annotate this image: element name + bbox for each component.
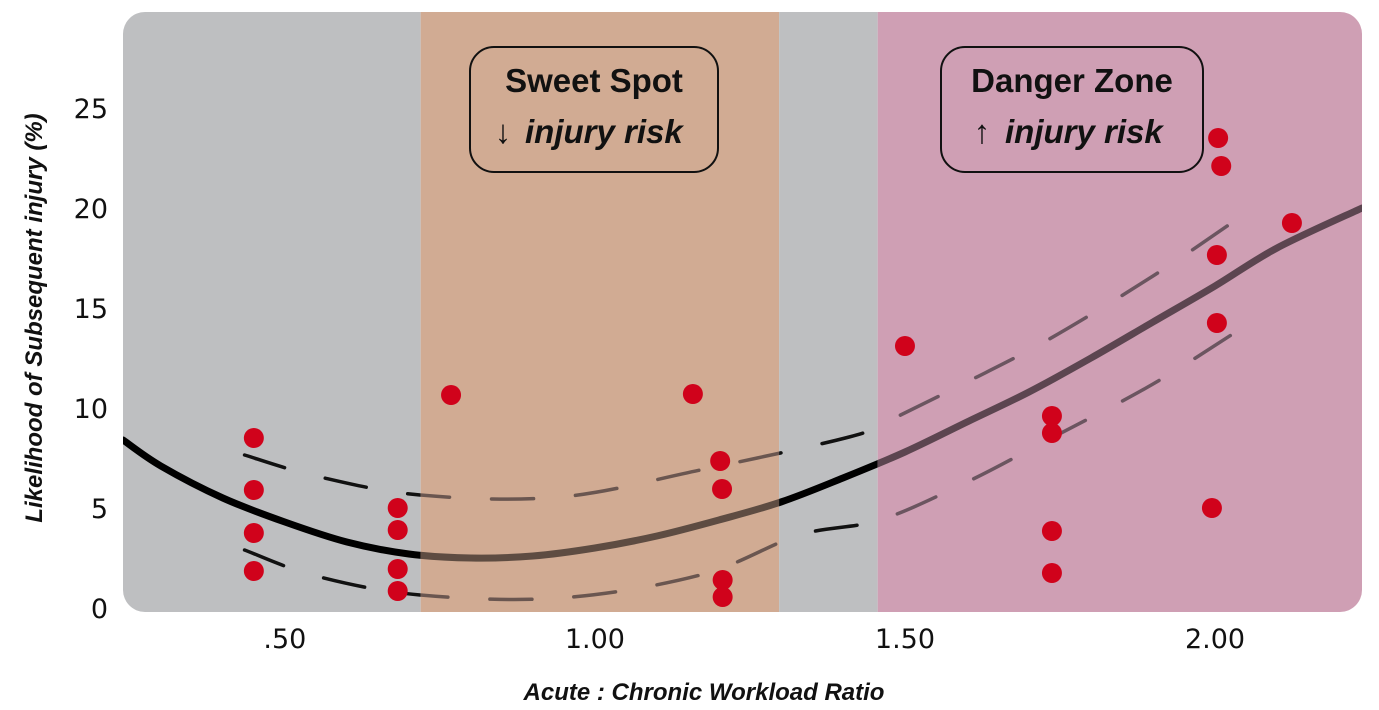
data-point: [243, 523, 264, 543]
y-tick-label: 5: [91, 494, 108, 525]
x-tick-label: .50: [263, 624, 306, 655]
data-point: [1041, 563, 1062, 583]
data-point: [1211, 156, 1232, 176]
up-arrow-icon: ↑: [974, 113, 991, 150]
x-tick-label: 2.00: [1185, 624, 1245, 655]
x-axis-label: Acute : Chronic Workload Ratio: [523, 679, 885, 706]
data-point: [712, 570, 733, 590]
y-tick-label: 25: [74, 94, 108, 125]
fit-curve: [420, 204, 780, 562]
x-tick-label: 1.50: [875, 624, 935, 655]
data-point: [243, 561, 264, 581]
data-point: [1041, 521, 1062, 541]
x-tick-label: 1.00: [565, 624, 625, 655]
y-tick-label: 20: [74, 194, 108, 225]
danger-zone-box: [940, 46, 1204, 173]
region-neutral-mid: [779, 12, 878, 612]
y-axis-label: Likelihood of Subsequent injury (%): [21, 113, 48, 522]
sweet-spot-box: [469, 46, 719, 173]
data-point: [243, 428, 264, 448]
data-point: [387, 498, 408, 518]
danger-zone-annotation: Danger Zone ↑ injury risk: [940, 46, 1204, 173]
data-point: [1208, 128, 1229, 148]
data-point: [682, 384, 703, 404]
sweet-spot-title: Sweet Spot: [505, 62, 683, 99]
data-point: [1281, 213, 1302, 233]
data-point: [1206, 245, 1227, 265]
sweet-spot-annotation: Sweet Spot ↓ injury risk: [469, 46, 719, 173]
sweet-spot-subtitle: injury risk: [525, 113, 684, 150]
data-point: [243, 480, 264, 500]
region-sweet-spot: [420, 12, 780, 612]
lower-confidence-band: [877, 321, 1252, 602]
y-tick-label: 15: [74, 294, 108, 325]
upper-confidence-band: [779, 211, 878, 501]
data-point: [1041, 423, 1062, 443]
data-point: [1201, 498, 1222, 518]
danger-zone-subtitle: injury risk: [1005, 113, 1164, 150]
data-point: [712, 587, 733, 607]
data-point: [712, 479, 733, 499]
data-point: [387, 559, 408, 579]
region-danger-zone: [877, 12, 1362, 612]
fit-curve: [877, 204, 1362, 562]
data-point: [894, 336, 915, 356]
danger-zone-title: Danger Zone: [971, 62, 1173, 99]
data-point: [441, 385, 462, 405]
y-tick-label: 10: [74, 394, 108, 425]
upper-confidence-band: [877, 211, 1248, 501]
down-arrow-icon: ↓: [495, 113, 512, 150]
y-tick-label: 0: [91, 594, 108, 625]
data-point: [387, 520, 408, 540]
fit-curve: [123, 204, 421, 562]
data-point: [387, 581, 408, 601]
data-point: [1041, 406, 1062, 426]
data-point: [1206, 313, 1227, 333]
data-point: [710, 451, 731, 471]
region-neutral-low: [123, 12, 421, 612]
